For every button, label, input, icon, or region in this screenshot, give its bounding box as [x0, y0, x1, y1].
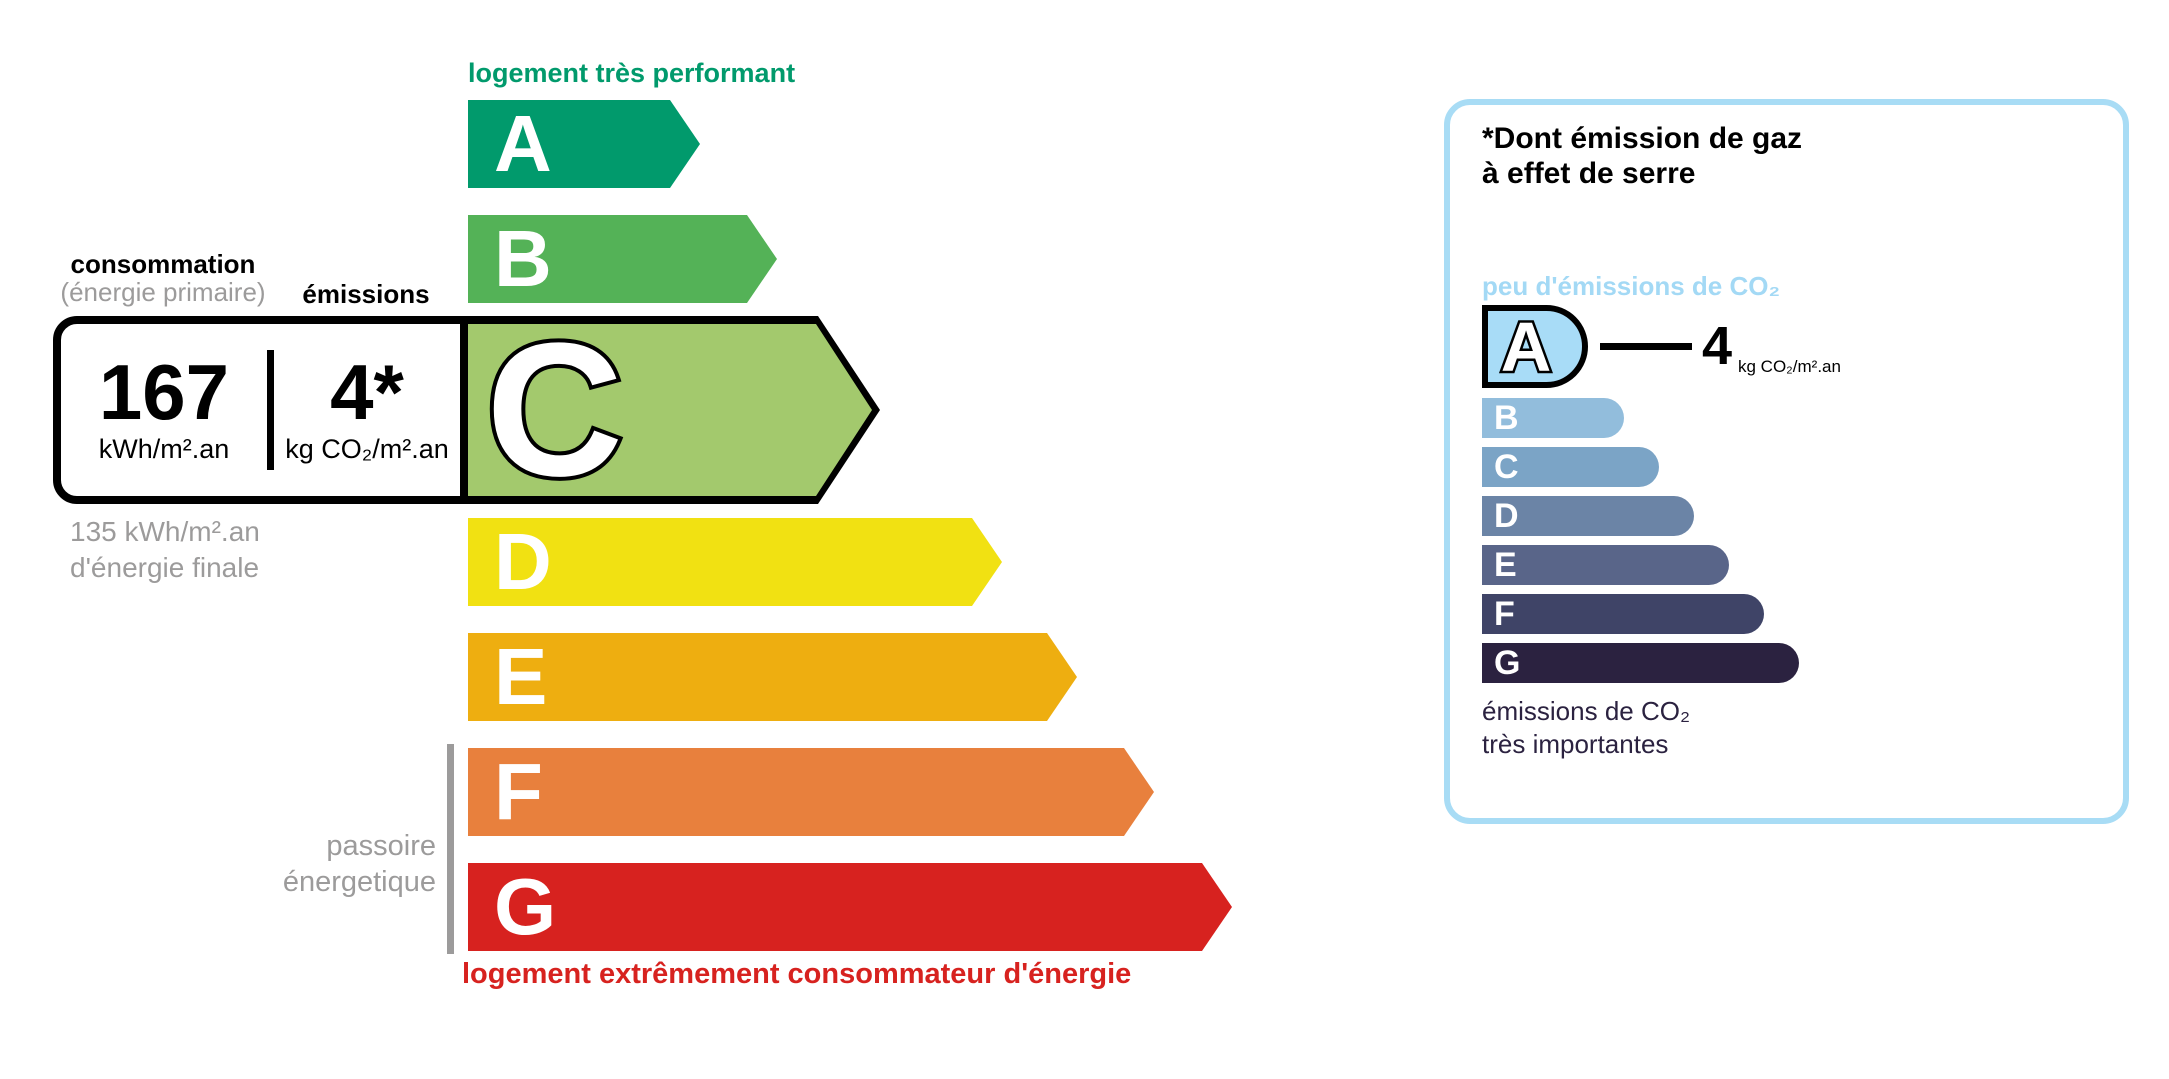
consumption-cell: 167 kWh/m².an [61, 324, 267, 496]
co2-high-emissions-caption: émissions de CO₂ très importantes [1482, 695, 1690, 761]
emissions-unit: kg CO₂/m².an [285, 433, 449, 464]
passoire-label: passoire énergetique [200, 828, 436, 901]
co2-class-g-letter: G [1494, 644, 1521, 682]
energy-class-d-letter: D [494, 517, 552, 606]
energy-class-c-letter: C [486, 304, 624, 516]
co2-emissions-panel: *Dont émission de gaz à effet de serre p… [1444, 99, 2129, 824]
energy-class-c-arrow-selected: C [460, 316, 880, 504]
final-energy-line1: 135 kWh/m².an [70, 516, 260, 547]
co2-class-d-bar: D [1482, 496, 1694, 536]
co2-class-d-letter: D [1494, 497, 1519, 535]
consumption-header-line2: (énergie primaire) [60, 277, 266, 308]
co2-panel-title-line2: à effet de serre [1482, 157, 1696, 191]
co2-panel-title-line1: *Dont émission de gaz [1482, 122, 1803, 155]
emissions-value: 4* [330, 348, 404, 437]
consumption-value: 167 [98, 348, 230, 437]
energy-class-b-arrow: B [468, 215, 777, 303]
co2-class-g-bar: G [1482, 643, 1799, 683]
co2-class-b-bar: B [1482, 398, 1624, 438]
co2-class-b-letter: B [1494, 399, 1519, 437]
co2-high-emissions-line2: très importantes [1482, 729, 1669, 760]
energy-class-f-arrow: F [468, 748, 1154, 836]
final-energy-note: 135 kWh/m².an d'énergie finale [70, 514, 260, 587]
scale-top-caption: logement très performant [468, 58, 796, 88]
value-box-divider [267, 350, 274, 470]
co2-class-f-letter: F [1494, 595, 1515, 633]
passoire-vertical-bar [447, 744, 454, 954]
energy-class-e-arrow: E [468, 633, 1077, 721]
emissions-header: émissions [302, 279, 430, 309]
co2-selected-value: 4 [1702, 316, 1733, 376]
co2-panel-title: *Dont émission de gaz à effet de serre [1482, 121, 1802, 191]
co2-class-c-bar: C [1482, 447, 1659, 487]
rating-value-box: 167 kWh/m².an 4* kg CO₂/m².an [53, 316, 468, 504]
energy-class-d-arrow: D [468, 518, 1002, 606]
co2-class-a-letter: A [1498, 307, 1554, 386]
co2-class-f-bar: F [1482, 594, 1764, 634]
co2-class-c-letter: C [1494, 448, 1519, 486]
energy-class-b-letter: B [494, 214, 552, 303]
emissions-cell: 4* kg CO₂/m².an [274, 324, 460, 496]
energy-class-f-letter: F [494, 747, 543, 836]
co2-class-e-bar: E [1482, 545, 1729, 585]
co2-class-e-letter: E [1494, 546, 1517, 584]
co2-selected-value-unit: kg CO₂/m².an [1738, 357, 1841, 376]
co2-low-emissions-caption: peu d'émissions de CO₂ [1482, 271, 1781, 301]
energy-class-a-arrow: A [468, 100, 700, 188]
co2-high-emissions-line1: émissions de CO₂ [1482, 696, 1691, 726]
scale-bottom-caption: logement extrêmement consommateur d'éner… [462, 958, 1132, 990]
energy-class-a-letter: A [494, 99, 552, 188]
passoire-label-line2: énergetique [282, 866, 436, 899]
co2-value-connector-line [1600, 343, 1692, 350]
co2-class-a-arrow-selected: A [1482, 305, 1588, 388]
energy-class-g-letter: G [494, 862, 557, 951]
consumption-unit: kWh/m².an [98, 433, 230, 464]
energy-class-c-arrow-fill [468, 324, 872, 496]
passoire-label-line1: passoire [326, 830, 436, 862]
energy-class-g-arrow: G [468, 863, 1232, 951]
consumption-header: consommation (énergie primaire) [13, 250, 313, 306]
consumption-header-line1: consommation [70, 249, 256, 279]
final-energy-line2: d'énergie finale [70, 552, 260, 584]
energy-class-e-letter: E [494, 632, 548, 721]
